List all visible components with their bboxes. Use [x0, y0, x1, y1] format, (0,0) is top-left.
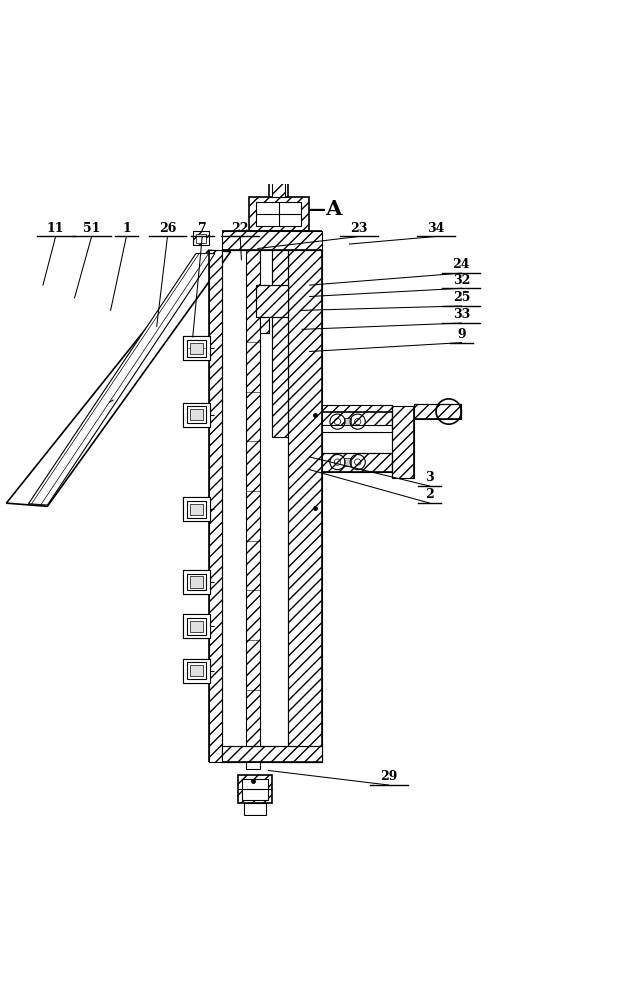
- Bar: [183, 659, 210, 683]
- Text: 24: 24: [453, 258, 470, 271]
- Text: A—A: A—A: [289, 199, 343, 219]
- Text: 9: 9: [457, 328, 466, 341]
- Bar: [187, 618, 206, 635]
- Bar: [256, 285, 288, 317]
- Bar: [183, 336, 210, 360]
- Bar: [190, 576, 203, 588]
- Bar: [183, 497, 210, 521]
- Text: 22: 22: [231, 222, 249, 235]
- Bar: [187, 574, 206, 590]
- Text: 32: 32: [453, 274, 470, 287]
- Bar: [344, 418, 351, 425]
- Bar: [183, 614, 210, 638]
- Bar: [183, 336, 210, 360]
- Bar: [190, 409, 203, 420]
- Text: 1: 1: [122, 222, 131, 235]
- Bar: [196, 234, 206, 243]
- Bar: [222, 746, 322, 762]
- Bar: [244, 803, 266, 815]
- Bar: [392, 406, 414, 478]
- Text: 33: 33: [453, 308, 470, 321]
- Polygon shape: [6, 250, 231, 506]
- Text: 11: 11: [47, 222, 64, 235]
- Bar: [183, 403, 210, 427]
- Bar: [183, 570, 210, 594]
- Bar: [322, 453, 392, 472]
- Bar: [344, 458, 351, 466]
- Bar: [190, 504, 203, 515]
- Bar: [209, 250, 222, 762]
- Bar: [414, 404, 461, 419]
- Bar: [249, 197, 309, 231]
- Bar: [190, 665, 203, 676]
- Bar: [183, 614, 210, 638]
- Bar: [183, 659, 210, 683]
- Bar: [272, 181, 285, 197]
- Bar: [242, 779, 268, 800]
- Bar: [272, 250, 288, 437]
- Bar: [270, 169, 288, 178]
- Bar: [187, 501, 206, 518]
- Bar: [187, 662, 206, 679]
- Text: 2: 2: [425, 488, 434, 501]
- Text: 26: 26: [159, 222, 176, 235]
- Text: 7: 7: [198, 222, 207, 235]
- Bar: [188, 340, 205, 356]
- Bar: [246, 250, 260, 756]
- Bar: [190, 621, 203, 632]
- Polygon shape: [32, 254, 209, 504]
- Bar: [322, 405, 392, 425]
- Bar: [183, 497, 210, 521]
- Text: 23: 23: [350, 222, 368, 235]
- Text: 34: 34: [427, 222, 445, 235]
- Bar: [266, 167, 291, 181]
- Bar: [183, 403, 210, 427]
- Bar: [246, 762, 260, 769]
- Bar: [238, 775, 272, 803]
- Bar: [183, 570, 210, 594]
- Bar: [187, 340, 206, 357]
- Bar: [288, 250, 322, 762]
- Bar: [191, 343, 202, 354]
- Bar: [260, 317, 269, 333]
- Polygon shape: [28, 254, 215, 505]
- Text: 25: 25: [453, 291, 470, 304]
- Text: 3: 3: [425, 471, 434, 484]
- Bar: [222, 250, 272, 762]
- Text: 29: 29: [380, 770, 398, 783]
- Bar: [187, 406, 206, 423]
- Bar: [190, 343, 203, 354]
- Bar: [222, 231, 322, 250]
- Bar: [269, 181, 288, 197]
- Bar: [193, 231, 209, 245]
- Bar: [257, 202, 301, 226]
- Text: 51: 51: [83, 222, 100, 235]
